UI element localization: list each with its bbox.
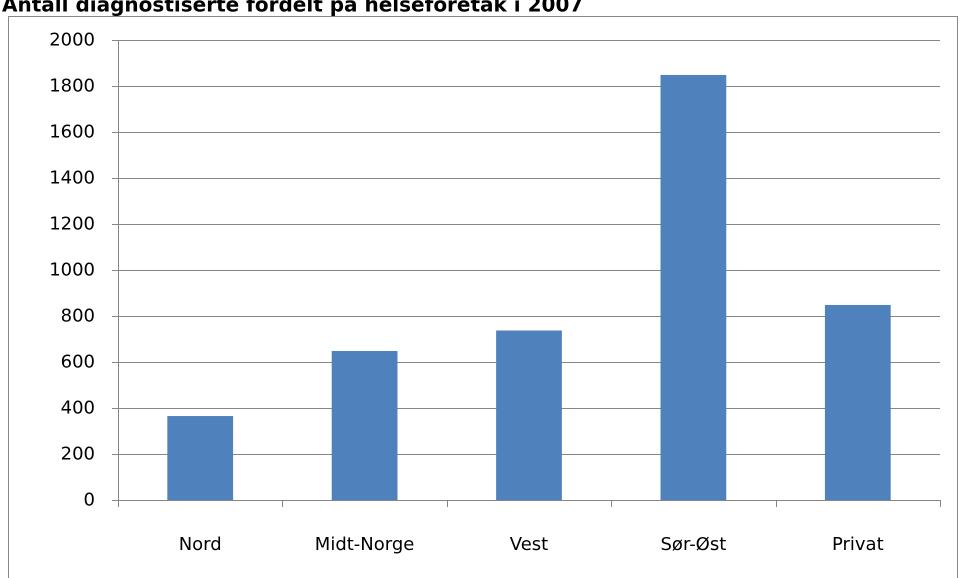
y-tick-label: 1000: [49, 260, 95, 281]
chart-frame: [8, 16, 958, 578]
x-tick-label: Privat: [832, 534, 884, 555]
y-tick-label: 0: [84, 490, 95, 511]
y-tick-label: 1800: [49, 76, 95, 97]
x-tick-label: Vest: [510, 534, 548, 555]
bar: [824, 304, 891, 500]
bar: [167, 416, 234, 500]
x-tick-label: Midt-Norge: [315, 534, 415, 555]
bar: [660, 74, 727, 501]
y-tick-label: 2000: [49, 30, 95, 51]
x-tick-label: Nord: [179, 534, 222, 555]
bar: [496, 330, 562, 500]
bar: [331, 350, 398, 500]
y-tick-label: 400: [61, 398, 95, 419]
x-tick-label: Sør-Øst: [661, 534, 727, 555]
y-tick-label: 1200: [49, 214, 95, 235]
y-tick-label: 600: [61, 352, 95, 373]
y-tick-label: 1400: [49, 168, 95, 189]
y-tick-label: 800: [61, 306, 95, 327]
chart-title: Antall diagnostiserte fordelt på helsefo…: [2, 0, 583, 17]
y-tick-label: 200: [61, 444, 95, 465]
y-tick-label: 1600: [49, 122, 95, 143]
